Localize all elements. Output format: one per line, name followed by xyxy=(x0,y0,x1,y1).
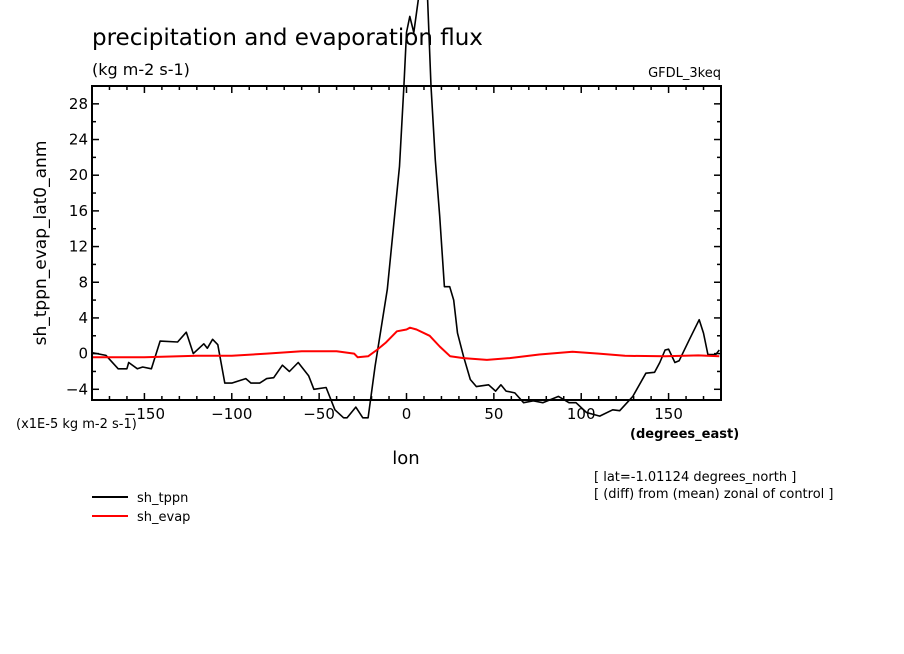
y-tick-label: 24 xyxy=(69,131,88,149)
y-tick-label: 8 xyxy=(78,273,88,291)
chart-units: (kg m-2 s-1) xyxy=(92,60,190,79)
y-tick-label: 12 xyxy=(69,238,88,256)
annotation-lat: [ lat=-1.01124 degrees_north ] xyxy=(594,470,796,485)
y-tick-label: 0 xyxy=(78,345,88,363)
annotation-diff: [ (diff) from (mean) zonal of control ] xyxy=(594,487,833,502)
plot-frame xyxy=(91,85,722,401)
legend-label-sh-evap: sh_evap xyxy=(137,510,190,525)
x-tick-label: 0 xyxy=(402,405,412,423)
y-tick-label: 4 xyxy=(78,309,88,327)
series-line-sh-evap xyxy=(92,326,720,361)
tick-layer: −150 −100 −50 0 50 100 150 −4 0 4 8 12 16 20 24 28 xyxy=(66,85,721,423)
x-tick-label: 50 xyxy=(484,405,503,423)
y-scale-note: (x1E-5 kg m-2 s-1) xyxy=(16,417,137,432)
y-tick-label: 28 xyxy=(69,95,88,113)
x-units-label: (degrees_east) xyxy=(630,427,739,442)
legend: sh_tppn sh_evap xyxy=(92,491,190,525)
x-tick-label: 100 xyxy=(567,405,596,423)
y-tick-label: −4 xyxy=(66,380,88,398)
y-axis-label: sh_tppn_evap_lat0_anm xyxy=(31,141,51,346)
y-tick-label: 16 xyxy=(69,202,88,220)
x-tick-label: −100 xyxy=(211,405,252,423)
series-line-sh-tppn xyxy=(91,0,720,419)
x-tick-label: 150 xyxy=(654,405,683,423)
dataset-label: GFDL_3keq xyxy=(648,66,721,81)
x-tick-label: −50 xyxy=(303,405,335,423)
x-axis-label: lon xyxy=(392,448,419,469)
x-tick-label: −150 xyxy=(124,405,165,423)
series-layer xyxy=(91,0,720,419)
legend-label-sh-tppn: sh_tppn xyxy=(137,491,188,506)
chart-title: precipitation and evaporation flux xyxy=(92,25,483,51)
y-tick-label: 20 xyxy=(69,166,88,184)
